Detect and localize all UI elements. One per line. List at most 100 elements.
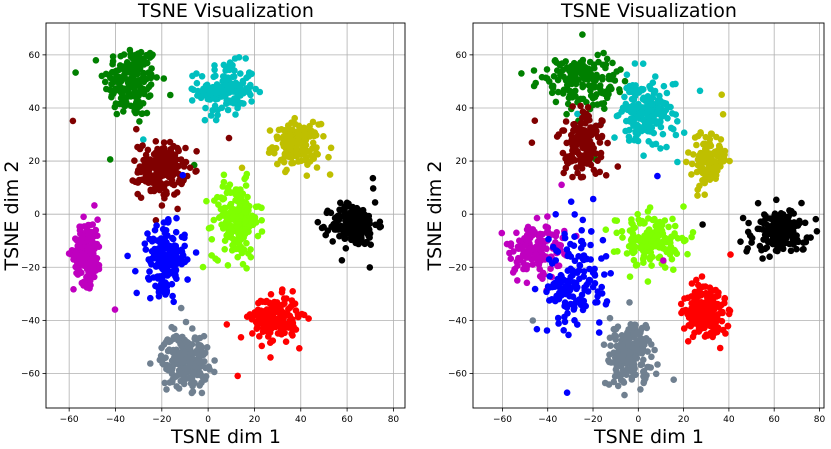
data-point <box>170 346 177 354</box>
data-point <box>700 140 707 148</box>
data-point <box>121 102 129 110</box>
data-point <box>363 238 371 246</box>
data-point <box>225 134 233 142</box>
data-point <box>341 235 349 242</box>
data-point <box>598 283 605 291</box>
data-point <box>326 171 334 178</box>
data-point <box>625 133 633 141</box>
data-point <box>293 138 300 146</box>
data-point <box>602 172 610 179</box>
data-point <box>252 219 260 226</box>
data-point <box>358 235 365 242</box>
data-point <box>285 137 292 144</box>
data-point <box>712 322 719 329</box>
data-point <box>689 229 697 236</box>
data-point <box>242 209 249 216</box>
data-point <box>546 273 553 280</box>
data-point <box>634 210 641 218</box>
data-point <box>237 334 245 341</box>
data-point <box>161 236 168 244</box>
data-point <box>247 246 254 253</box>
data-point <box>140 90 148 98</box>
data-point <box>694 132 702 140</box>
data-point <box>282 150 289 157</box>
data-point <box>674 118 681 125</box>
data-point <box>130 103 137 111</box>
data-point <box>531 285 539 293</box>
data-point <box>610 325 618 333</box>
data-point <box>161 169 169 176</box>
data-point <box>658 227 666 235</box>
data-point <box>565 94 573 102</box>
data-point <box>168 323 175 331</box>
data-point <box>192 363 199 371</box>
data-point <box>113 110 121 118</box>
data-point <box>773 230 781 238</box>
data-point <box>652 73 659 80</box>
data-point <box>686 309 694 317</box>
data-point <box>268 144 276 151</box>
data-point <box>538 73 546 81</box>
data-point <box>660 82 668 90</box>
data-point <box>178 233 186 241</box>
data-point <box>670 266 677 274</box>
data-point <box>280 133 288 140</box>
data-point <box>69 117 77 125</box>
data-point <box>163 361 171 369</box>
data-point <box>209 107 216 114</box>
data-point <box>523 279 531 287</box>
data-point <box>227 230 235 237</box>
data-point <box>267 354 274 361</box>
data-point <box>246 223 253 230</box>
data-point <box>157 259 165 266</box>
series-cyan <box>140 54 264 143</box>
data-point <box>224 82 231 89</box>
x-tick-label: −20 <box>152 415 171 425</box>
data-point <box>574 321 581 328</box>
data-point <box>646 82 653 90</box>
data-point <box>628 216 635 223</box>
data-point <box>172 242 180 250</box>
data-point <box>336 206 343 213</box>
data-point <box>567 139 575 146</box>
data-point <box>184 276 191 283</box>
data-point <box>758 246 765 254</box>
data-point <box>204 95 211 103</box>
y-axis-label: TSNE dim 2 <box>1 161 23 272</box>
data-point <box>327 209 335 217</box>
data-point <box>720 157 727 165</box>
data-point <box>194 92 201 99</box>
data-point <box>640 152 647 159</box>
data-point <box>86 264 94 271</box>
data-point <box>281 127 288 134</box>
data-point <box>116 62 124 69</box>
data-point <box>531 117 539 124</box>
data-point <box>196 334 204 342</box>
data-point <box>199 263 207 271</box>
data-point <box>112 100 120 107</box>
data-point <box>572 61 579 68</box>
data-point <box>127 50 134 58</box>
data-point <box>239 77 247 85</box>
data-point <box>286 143 294 151</box>
data-point <box>690 304 697 311</box>
data-point <box>214 111 221 119</box>
data-point <box>652 370 660 378</box>
data-point <box>555 131 562 138</box>
data-point <box>198 389 206 397</box>
data-point <box>696 323 703 330</box>
data-point <box>617 66 624 73</box>
data-point <box>289 159 297 167</box>
y-tick-label: 60 <box>456 51 468 61</box>
data-point <box>377 223 385 230</box>
data-point <box>689 333 697 341</box>
data-point <box>631 345 638 353</box>
data-point <box>561 234 569 242</box>
data-point <box>660 99 668 107</box>
data-point <box>511 265 518 273</box>
plot-frame <box>472 22 825 409</box>
data-point <box>108 80 115 88</box>
data-point <box>657 123 665 131</box>
data-point <box>530 82 538 90</box>
